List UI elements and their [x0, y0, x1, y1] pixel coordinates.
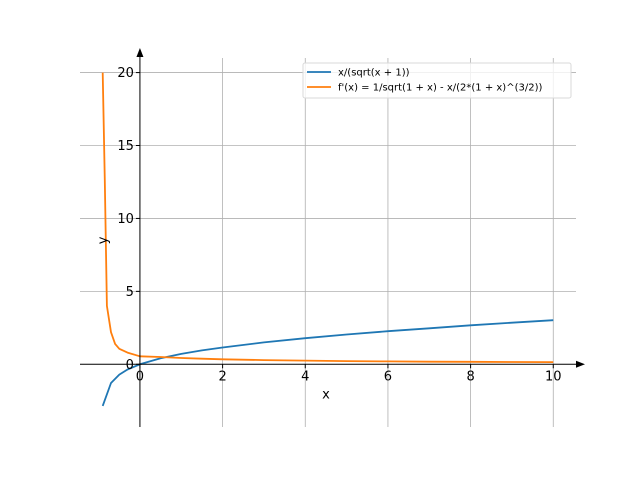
legend-box [302, 62, 572, 99]
y-tick-label: 20 [117, 66, 134, 81]
legend-label-1: x/(sqrt(x + 1)) [338, 68, 410, 79]
y-tick-label: 5 [126, 285, 134, 300]
y-axis-arrow [136, 48, 144, 57]
legend: x/(sqrt(x + 1)) f'(x) = 1/sqrt(1 + x) - x… [302, 62, 572, 99]
y-tick-label: 0 [126, 358, 134, 373]
series-line-2 [101, 72, 554, 364]
grid [80, 58, 576, 427]
x-axis-arrow [576, 360, 585, 368]
y-tick-label: 10 [117, 212, 134, 227]
series-line-1 [101, 319, 554, 407]
x-tick-label: 0 [136, 369, 144, 384]
legend-label-2: f'(x) = 1/sqrt(1 + x) - x/(2*(1 + x)^(3/… [338, 83, 542, 94]
x-axis-label: x [322, 387, 330, 402]
ticks: 0 2 4 6 8 10 0 5 10 15 20 [117, 66, 561, 384]
y-axis-label: y [96, 236, 111, 244]
x-tick-label: 10 [545, 369, 562, 384]
y-tick-label: 15 [117, 139, 134, 154]
series-layer [101, 72, 554, 407]
x-tick-label: 2 [218, 369, 226, 384]
x-tick-label: 6 [384, 369, 392, 384]
x-tick-label: 4 [301, 369, 309, 384]
axes [80, 48, 585, 427]
x-tick-label: 8 [466, 369, 474, 384]
